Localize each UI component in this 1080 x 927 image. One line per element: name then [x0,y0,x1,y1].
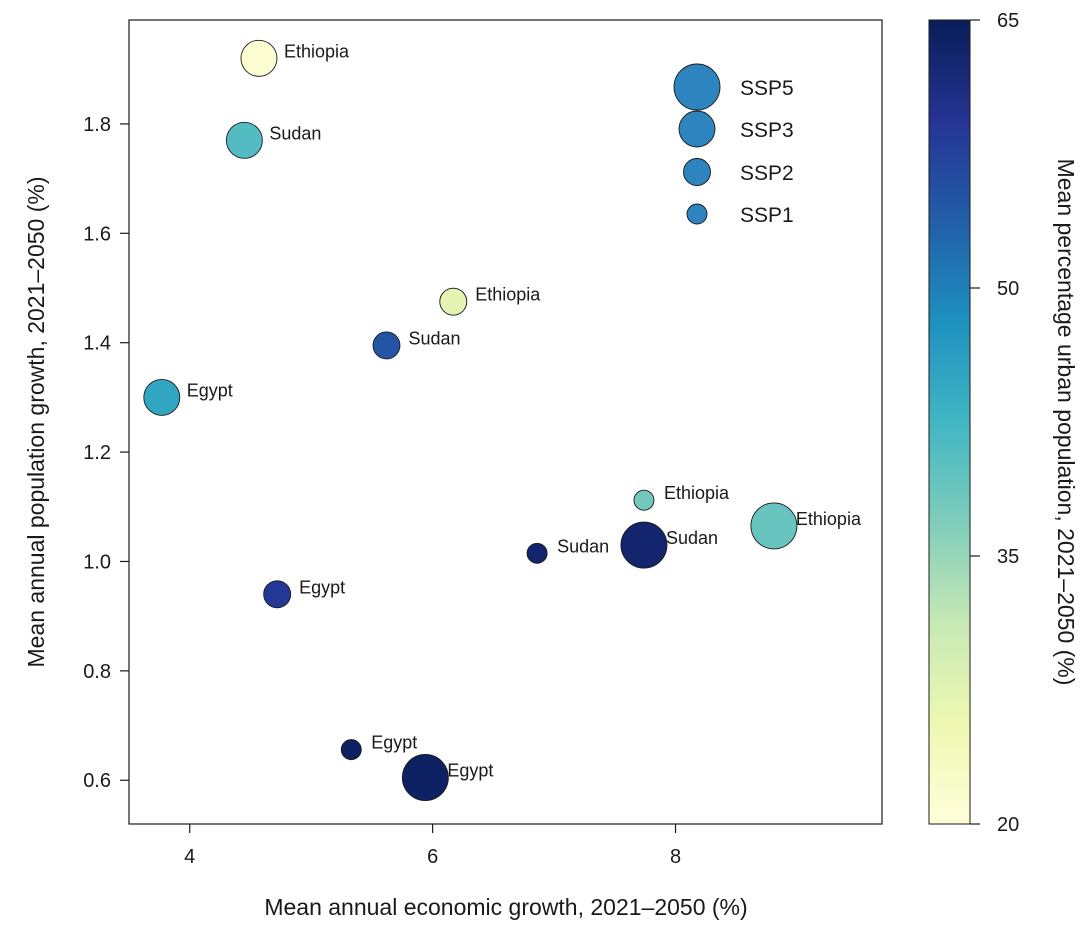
point-egypt-ssp1 [340,739,362,761]
point-ethiopia-ssp2 [439,287,468,316]
legend-label: SSP5 [740,77,794,100]
y-tick-label: 0.8 [83,661,111,683]
y-tick-label: 1.2 [83,442,111,464]
size-legend: SSP5 SSP3 SSP2 SSP1 [673,63,794,227]
point-label: Egypt [447,761,493,781]
plot-frame [128,19,883,825]
x-tick-label: 6 [427,846,438,868]
point-sudan-ssp3 [225,121,263,159]
point-egypt-ssp2 [263,580,292,609]
point-sudan-ssp1 [526,542,548,564]
legend-marker-ssp3 [678,110,716,148]
x-axis: 4 6 8 [184,824,681,868]
point-ethiopia-ssp3 [240,39,278,77]
colorbar [928,19,971,825]
legend-marker-ssp5 [673,63,721,111]
legend-label: SSP1 [740,204,794,227]
point-ethiopia-ssp1 [633,489,655,511]
x-axis-title: Mean annual economic growth, 2021–2050 (… [264,894,747,920]
legend-label: SSP2 [740,162,794,185]
y-tick-label: 1.8 [83,114,111,136]
point-egypt-ssp3 [143,378,181,416]
colorbar-tick-label: 20 [997,814,1019,836]
legend-marker-ssp2 [683,158,711,186]
data-points: Ethiopia Sudan Ethiopia Sudan Egypt Ethiopia E… [143,39,862,801]
x-tick-label: 8 [670,846,681,868]
colorbar-title: Mean percentage urban population, 2021–2… [1053,159,1079,686]
colorbar-tick-label: 50 [997,278,1019,300]
point-label: Sudan [269,123,321,143]
point-ethiopia-ssp5 [750,502,798,550]
y-tick-label: 1.6 [83,223,111,245]
legend-label: SSP3 [740,119,794,142]
point-egypt-ssp5 [401,754,449,801]
y-axis-title: Mean annual population growth, 2021–2050… [23,176,49,667]
y-tick-label: 1.4 [83,333,111,355]
colorbar-tick-label: 65 [997,10,1019,32]
y-tick-label: 1.0 [83,551,111,573]
point-label: Ethiopia [284,41,350,61]
y-axis: 0.6 0.8 1.0 1.2 1.4 1.6 1.8 [83,114,129,792]
point-label: Ethiopia [475,285,541,305]
point-label: Sudan [557,536,609,556]
point-label: Ethiopia [796,509,862,529]
point-sudan-ssp2 [372,331,401,360]
point-label: Egypt [371,733,417,753]
colorbar-ticks: 20 35 50 65 [970,10,1019,836]
colorbar-tick-label: 35 [997,546,1019,568]
point-label: Ethiopia [664,483,730,503]
point-label: Egypt [299,577,345,597]
y-tick-label: 0.6 [83,770,111,792]
legend-marker-ssp1 [686,203,708,225]
point-label: Sudan [666,528,718,548]
point-label: Sudan [408,328,460,348]
point-label: Egypt [187,380,233,400]
x-tick-label: 4 [184,846,195,868]
point-sudan-ssp5 [620,521,668,569]
